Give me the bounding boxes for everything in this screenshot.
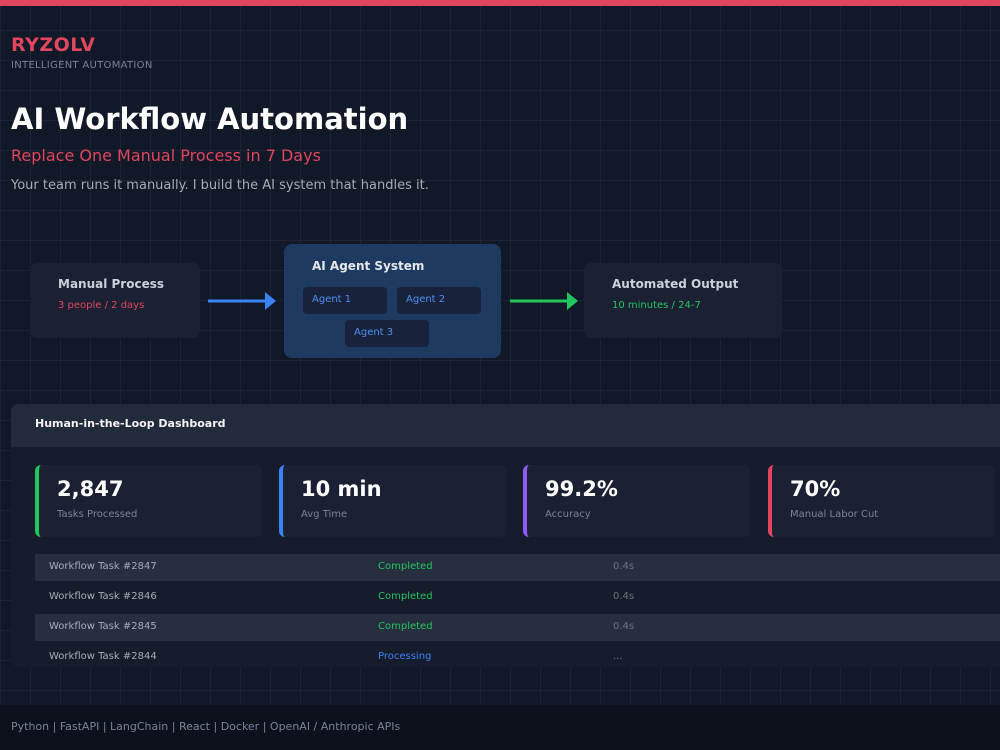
arrow-right-icon — [510, 292, 578, 310]
footer: Python | FastAPI | LangChain | React | D… — [0, 705, 1000, 750]
metric-card-manual-labor-cut: 70% Manual Labor Cut — [768, 465, 995, 537]
brand-tagline: INTELLIGENT AUTOMATION — [11, 60, 153, 71]
manual-process-meta: 3 people / 2 days — [58, 300, 145, 311]
metric-label: Manual Labor Cut — [790, 509, 879, 520]
task-status: Completed — [378, 561, 433, 572]
automated-output-meta: 10 minutes / 24-7 — [612, 300, 701, 311]
metric-card-tasks-processed: 2,847 Tasks Processed — [35, 465, 262, 537]
brand-logo-text[interactable]: RYZOLV — [11, 34, 96, 56]
ai-agent-system-title: AI Agent System — [312, 259, 425, 273]
agent-chip: Agent 2 — [397, 287, 481, 314]
automated-output-card: Automated Output 10 minutes / 24-7 — [584, 263, 782, 338]
task-name: Workflow Task #2847 — [49, 561, 157, 572]
page-subtitle: Replace One Manual Process in 7 Days — [11, 146, 321, 165]
manual-process-title: Manual Process — [58, 277, 165, 291]
task-time: 0.4s — [613, 621, 635, 632]
task-name: Workflow Task #2844 — [49, 651, 157, 662]
task-row[interactable]: Workflow Task #2846 Completed 0.4s — [35, 584, 1000, 611]
metric-value: 2,847 — [57, 477, 124, 501]
task-status: Completed — [378, 591, 433, 602]
task-time: ... — [613, 651, 623, 662]
metric-card-avg-time: 10 min Avg Time — [279, 465, 506, 537]
agent-chip: Agent 1 — [303, 287, 387, 314]
manual-process-card: Manual Process 3 people / 2 days — [30, 263, 200, 338]
metric-card-accuracy: 99.2% Accuracy — [523, 465, 750, 537]
task-row[interactable]: Workflow Task #2845 Completed 0.4s — [35, 614, 1000, 641]
agent-chip: Agent 3 — [345, 320, 429, 347]
page-title: AI Workflow Automation — [11, 102, 409, 136]
task-time: 0.4s — [613, 561, 635, 572]
arrow-right-icon — [208, 292, 276, 310]
task-name: Workflow Task #2846 — [49, 591, 157, 602]
top-accent-bar — [0, 0, 1000, 6]
task-row[interactable]: Workflow Task #2847 Completed 0.4s — [35, 554, 1000, 581]
tech-stack-text: Python | FastAPI | LangChain | React | D… — [11, 720, 401, 733]
task-status: Completed — [378, 621, 433, 632]
dashboard-title: Human-in-the-Loop Dashboard — [11, 404, 1000, 447]
metric-label: Tasks Processed — [57, 509, 138, 520]
task-time: 0.4s — [613, 591, 635, 602]
ai-agent-system-card: AI Agent System Agent 1 Agent 2 Agent 3 — [284, 244, 501, 358]
metric-value: 70% — [790, 477, 841, 501]
task-row[interactable]: Workflow Task #2844 Processing ... — [35, 644, 1000, 667]
metric-value: 10 min — [301, 477, 382, 501]
metric-value: 99.2% — [545, 477, 618, 501]
page-description: Your team runs it manually. I build the … — [11, 178, 429, 193]
brand[interactable]: RYZOLV INTELLIGENT AUTOMATION — [11, 34, 153, 71]
task-name: Workflow Task #2845 — [49, 621, 157, 632]
metric-label: Accuracy — [545, 509, 591, 520]
automated-output-title: Automated Output — [612, 277, 739, 291]
task-status: Processing — [378, 651, 432, 662]
hitl-dashboard: Human-in-the-Loop Dashboard 2,847 Tasks … — [11, 404, 1000, 667]
metric-label: Avg Time — [301, 509, 348, 520]
